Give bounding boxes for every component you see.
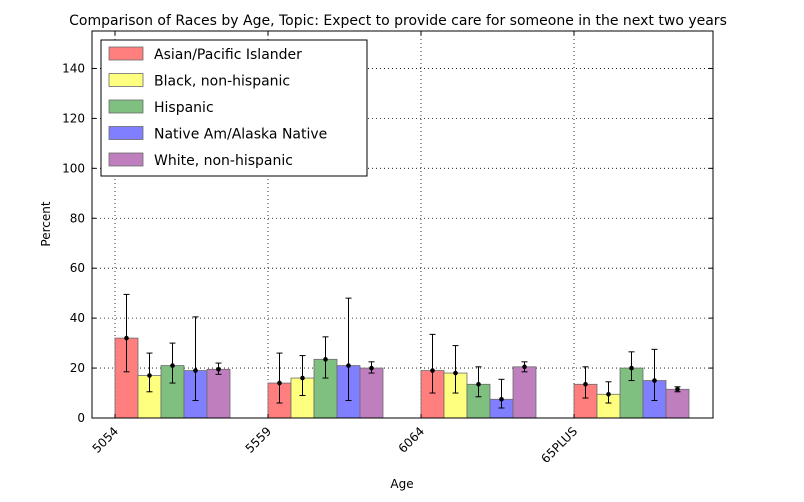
y-axis: 0 20 40 60 80 100 120 140 [62, 61, 713, 425]
bar [512, 366, 537, 419]
y-tick-label: 60 [70, 261, 85, 275]
y-tick-label: 80 [70, 211, 85, 225]
data-point [652, 378, 657, 383]
y-tick-label: 0 [77, 411, 85, 425]
data-point [499, 396, 504, 402]
legend-swatch [108, 46, 144, 61]
legend-swatch [108, 99, 144, 114]
y-tick-label: 100 [62, 161, 85, 175]
bars [114, 337, 690, 419]
legend-entry: Asian/Pacific Islander [154, 47, 302, 63]
y-tick-label: 40 [70, 311, 85, 325]
chart-title: Comparison of Races by Age, Topic: Expec… [69, 13, 727, 29]
data-point [124, 335, 129, 341]
x-tick-label: 5559 [243, 424, 274, 455]
x-tick-label: 65PLUS [538, 424, 580, 466]
legend-swatch [108, 126, 144, 140]
y-tick-label: 120 [62, 111, 85, 125]
x-axis-label: Age [390, 477, 413, 491]
legend-box [100, 39, 368, 177]
legend-entry: Native Am/Alaska Native [154, 127, 327, 143]
data-point [453, 370, 458, 376]
data-point [277, 380, 282, 386]
y-tick-label: 140 [62, 61, 85, 75]
error-bars [123, 293, 681, 409]
data-point [476, 381, 481, 387]
data-point [583, 381, 588, 387]
legend-swatch [108, 152, 144, 167]
data-point [323, 357, 328, 362]
data-point [430, 368, 435, 373]
data-point [300, 375, 305, 381]
x-tick-label: 5054 [90, 424, 121, 455]
data-point [675, 386, 680, 392]
plot-frame [91, 30, 714, 419]
bar [665, 388, 690, 419]
bar [359, 367, 384, 419]
x-tick-label: 6064 [396, 424, 427, 455]
y-axis-label: Percent [39, 201, 53, 246]
legend-entry: Black, non-hispanic [154, 74, 290, 90]
data-point [629, 365, 634, 371]
data-point [193, 368, 198, 373]
data-point [346, 363, 351, 368]
legend-entry: Hispanic [154, 100, 214, 116]
legend-swatch [108, 73, 144, 87]
data-point [147, 373, 152, 378]
data-point [606, 391, 611, 397]
data-point [522, 364, 527, 370]
bar [206, 368, 231, 419]
legend-entry: White, non-hispanic [154, 153, 293, 169]
data-point [369, 365, 374, 371]
data-point [216, 367, 221, 372]
y-tick-label: 20 [70, 361, 85, 375]
legend: Asian/Pacific Islander Black, non-hispani… [100, 39, 368, 177]
data-point [170, 363, 175, 368]
